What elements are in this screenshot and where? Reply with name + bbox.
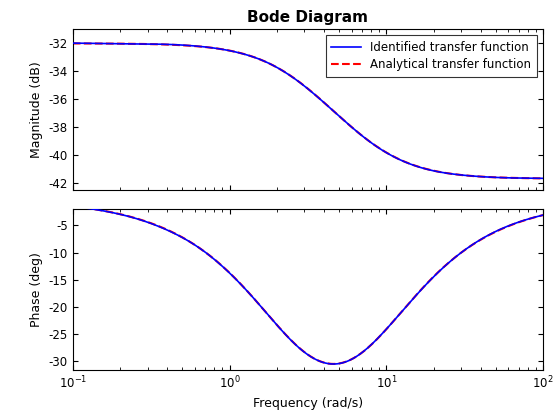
X-axis label: Frequency (rad/s): Frequency (rad/s) bbox=[253, 396, 363, 410]
Identified transfer function bbox=[540, 176, 547, 181]
Y-axis label: Magnitude (dB): Magnitude (dB) bbox=[30, 61, 43, 158]
Legend: Identified transfer function, Analytical transfer function: Identified transfer function, Analytical… bbox=[325, 35, 537, 76]
Line: Identified transfer function: Identified transfer function bbox=[73, 43, 543, 178]
Y-axis label: Phase (deg): Phase (deg) bbox=[30, 252, 43, 327]
Identified transfer function bbox=[293, 77, 300, 82]
Identified transfer function bbox=[69, 41, 76, 46]
Identified transfer function bbox=[324, 103, 331, 108]
Identified transfer function bbox=[529, 176, 535, 181]
Identified transfer function bbox=[349, 126, 356, 131]
Title: Bode Diagram: Bode Diagram bbox=[248, 10, 368, 26]
Identified transfer function bbox=[296, 79, 302, 84]
Identified transfer function bbox=[455, 172, 461, 177]
